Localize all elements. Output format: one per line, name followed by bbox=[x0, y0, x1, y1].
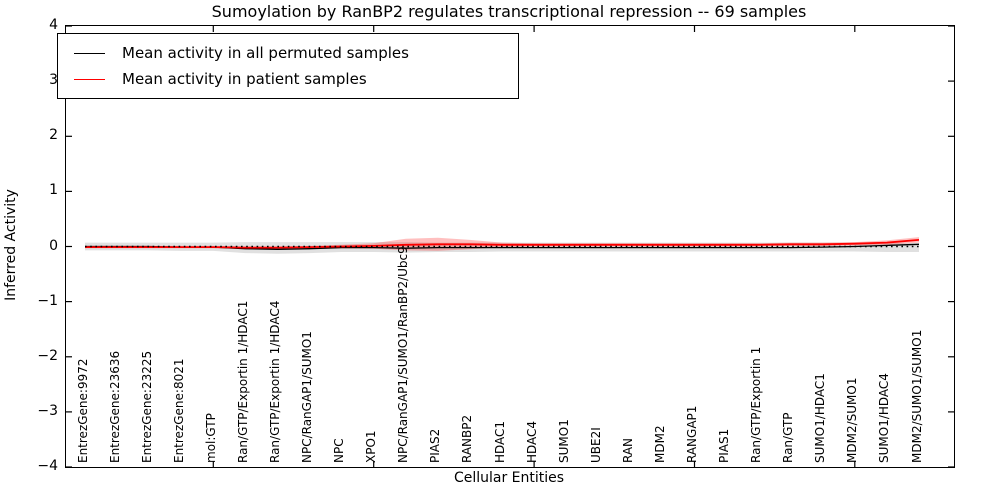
legend-label-permuted: Mean activity in all permuted samples bbox=[122, 44, 409, 62]
patient-mean-line bbox=[85, 239, 920, 249]
legend: Mean activity in all permuted samples Me… bbox=[57, 33, 519, 99]
y-tick-label: 1 bbox=[49, 182, 58, 199]
x-tick-label: UBE2I bbox=[588, 427, 603, 463]
x-tick-label: EntrezGene:23636 bbox=[107, 350, 122, 463]
y-tick-label: 2 bbox=[49, 127, 58, 144]
x-tick-label: HDAC1 bbox=[492, 420, 507, 463]
x-tick-label: EntrezGene:8021 bbox=[171, 358, 186, 464]
x-tick-label: EntrezGene:9972 bbox=[75, 358, 90, 464]
x-tick-label: RAN bbox=[620, 437, 635, 463]
x-tick-label: PIAS1 bbox=[717, 428, 732, 463]
x-tick-label: MDM2/SUMO1/SUMO1 bbox=[909, 329, 924, 463]
y-tick-label: −1 bbox=[37, 292, 58, 309]
x-tick-label: RANBP2 bbox=[460, 414, 475, 463]
legend-label-patient: Mean activity in patient samples bbox=[122, 70, 367, 88]
x-tick-label: HDAC4 bbox=[524, 420, 539, 463]
x-tick-label: NPC/RanGAP1/SUMO1/RanBP2/Ubc9 bbox=[396, 246, 411, 463]
legend-item-patient: Mean activity in patient samples bbox=[58, 66, 518, 92]
permuted-line-swatch bbox=[74, 52, 105, 54]
patient-line-swatch bbox=[74, 78, 105, 80]
x-tick-label: SUMO1 bbox=[556, 419, 571, 463]
legend-item-permuted: Mean activity in all permuted samples bbox=[58, 40, 518, 66]
y-tick-label: −4 bbox=[37, 458, 58, 474]
x-tick-label: SUMO1/HDAC4 bbox=[877, 373, 892, 463]
x-tick-label: Ran/GTP bbox=[781, 412, 796, 463]
x-tick-label: MDM2 bbox=[652, 425, 667, 463]
y-tick-label: 4 bbox=[49, 17, 58, 33]
x-tick-label: RANGAP1 bbox=[684, 405, 699, 463]
x-tick-label: SUMO1/HDAC1 bbox=[813, 373, 828, 463]
x-tick-label: PIAS2 bbox=[428, 428, 443, 463]
chart-title: Sumoylation by RanBP2 regulates transcri… bbox=[211, 2, 807, 21]
x-tick-label: NPC/RanGAP1/SUMO1 bbox=[300, 331, 315, 463]
x-axis-label: Cellular Entities bbox=[453, 470, 565, 486]
x-tick-label: XPO1 bbox=[364, 430, 379, 463]
plot-canvas bbox=[66, 26, 954, 467]
x-tick-label: Ran/GTP/Exportin 1/HDAC4 bbox=[267, 300, 282, 463]
y-tick-label: −3 bbox=[37, 402, 58, 419]
y-tick-label: −2 bbox=[37, 347, 58, 364]
y-tick-label: 0 bbox=[49, 237, 58, 254]
x-tick-label: mol:GTP bbox=[203, 413, 218, 463]
x-tick-label: Ran/GTP/Exportin 1 bbox=[749, 346, 764, 463]
y-tick-label: 3 bbox=[49, 72, 58, 89]
x-tick-label: EntrezGene:23225 bbox=[139, 350, 154, 463]
x-tick-label: NPC bbox=[332, 438, 347, 463]
x-tick-label: MDM2/SUMO1 bbox=[845, 377, 860, 463]
x-tick-label: Ran/GTP/Exportin 1/HDAC1 bbox=[235, 300, 250, 463]
